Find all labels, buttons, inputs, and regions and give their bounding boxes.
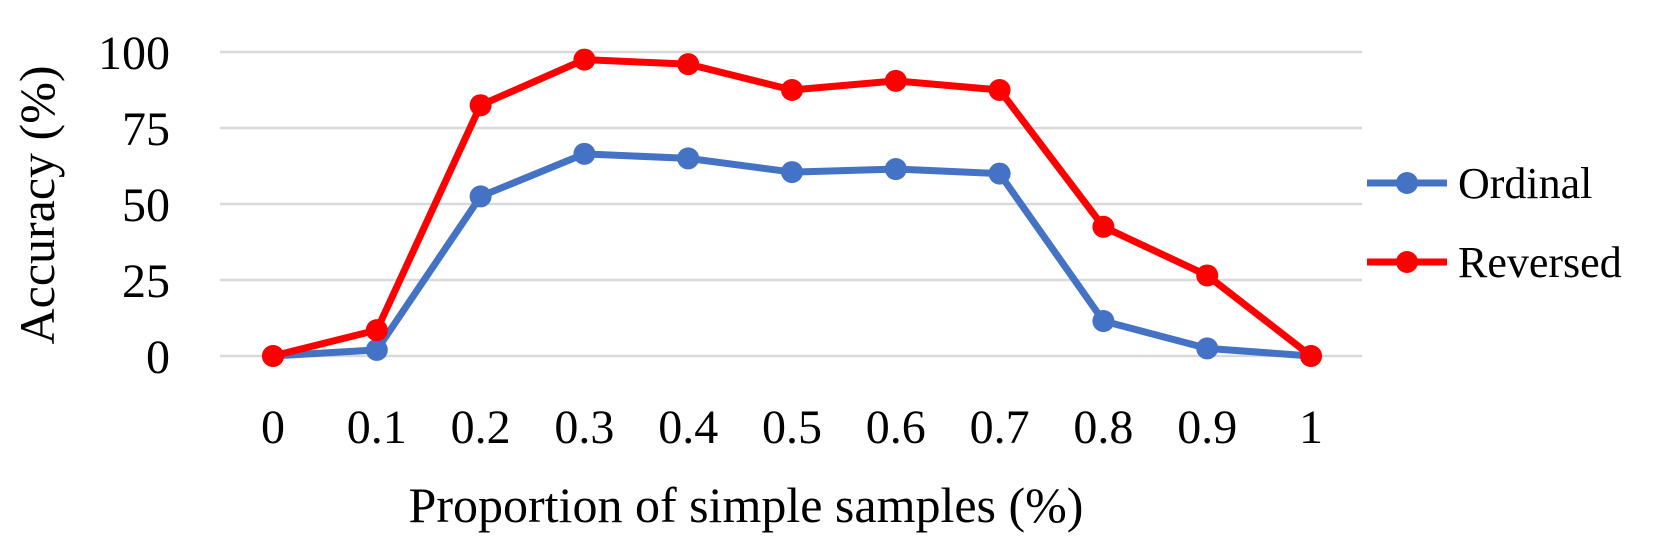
x-tick-label: 0.1: [347, 401, 407, 454]
data-point: [1196, 337, 1219, 360]
data-point: [884, 69, 907, 92]
legend-marker: [1396, 251, 1418, 273]
data-point: [1092, 215, 1115, 238]
x-tick-label: 0.8: [1073, 401, 1133, 454]
gridlines: [220, 50, 1362, 358]
data-point: [677, 147, 700, 170]
data-point: [262, 345, 284, 367]
x-tick-label: 0.9: [1177, 401, 1237, 454]
x-tick-label: 0.4: [658, 401, 718, 454]
y-tick-label: 100: [98, 27, 170, 80]
data-point: [469, 94, 492, 117]
x-tick-labels: 0 0.1 0.2 0.3 0.4 0.5 0.6 0.7 0.8 0.9 1: [261, 401, 1323, 454]
data-point: [573, 142, 596, 165]
data-point: [365, 338, 388, 361]
series-lines: [262, 48, 1322, 367]
series-line: [269, 56, 1315, 360]
y-tick-label: 50: [122, 179, 170, 232]
x-tick-label: 0.7: [970, 401, 1030, 454]
legend-item-reversed: Reversed: [1367, 238, 1622, 287]
x-tick-label: 0.6: [866, 401, 926, 454]
data-point: [677, 53, 700, 76]
data-point: [988, 162, 1011, 185]
x-tick-label: 0: [261, 401, 285, 454]
data-point: [1196, 264, 1219, 287]
data-point: [1092, 310, 1115, 333]
data-point: [884, 158, 907, 181]
legend-label: Reversed: [1458, 238, 1622, 287]
y-tick-label: 75: [122, 103, 170, 156]
x-tick-label: 0.2: [451, 401, 511, 454]
y-tick-label: 25: [122, 255, 170, 308]
legend: Ordinal Reversed: [1367, 159, 1622, 287]
data-point: [365, 319, 388, 342]
data-point: [1300, 345, 1322, 367]
legend-item-ordinal: Ordinal: [1367, 159, 1592, 208]
y-tick-labels: 0 25 50 75 100: [98, 27, 170, 384]
data-point: [573, 48, 596, 71]
legend-marker: [1396, 172, 1418, 194]
x-axis-label: Proportion of simple samples (%): [409, 477, 1084, 533]
data-point: [781, 79, 803, 101]
x-tick-label: 0.5: [762, 401, 822, 454]
legend-label: Ordinal: [1458, 159, 1592, 208]
data-point: [988, 79, 1011, 101]
series-reversed: [262, 48, 1322, 367]
data-point: [781, 161, 803, 184]
data-point: [469, 185, 492, 208]
x-tick-label: 1: [1299, 401, 1323, 454]
y-axis-label: Accuracy (%): [9, 66, 65, 345]
x-tick-label: 0.3: [554, 401, 614, 454]
y-tick-label: 0: [146, 331, 170, 384]
